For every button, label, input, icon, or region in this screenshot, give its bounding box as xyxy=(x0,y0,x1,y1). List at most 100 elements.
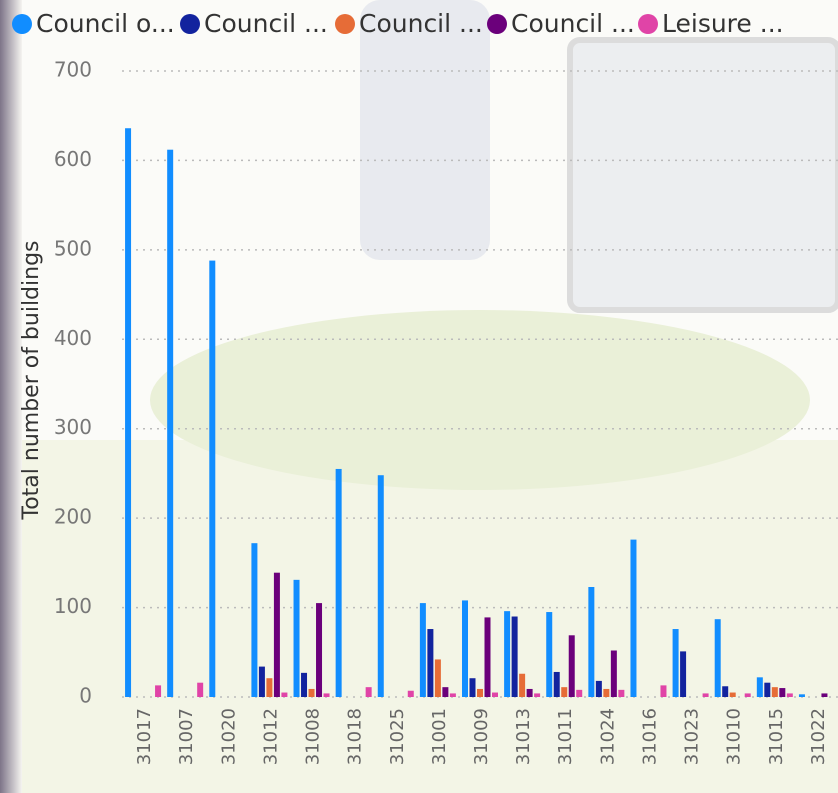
bar xyxy=(125,128,131,697)
x-tick-label: 31018 xyxy=(345,708,366,765)
x-tick-label: 31008 xyxy=(303,708,324,765)
x-tick-label: 31022 xyxy=(808,708,829,765)
chart: Total number of buildings 0 100 200 300 400 5… xyxy=(0,0,838,793)
legend-marker xyxy=(638,14,658,34)
legend-label: Council ... xyxy=(359,9,483,38)
y-tick-label: 200 xyxy=(54,505,92,529)
y-tick-label: 400 xyxy=(54,326,92,350)
bar xyxy=(730,693,736,697)
x-tick-label: 31017 xyxy=(134,708,155,765)
y-tick-label: 100 xyxy=(54,594,92,618)
bar xyxy=(324,693,330,697)
x-tick-label: 31025 xyxy=(387,708,408,765)
bar xyxy=(266,678,272,697)
bar xyxy=(209,261,215,697)
y-tick-label: 500 xyxy=(54,236,92,260)
bar xyxy=(301,673,307,697)
bar xyxy=(251,543,257,697)
bar xyxy=(477,689,483,697)
bar xyxy=(799,694,805,697)
x-tick-label: 31023 xyxy=(682,708,703,765)
background-figure xyxy=(360,0,490,260)
x-tick-label: 31012 xyxy=(260,708,281,765)
bar xyxy=(596,681,602,697)
bar xyxy=(316,603,322,697)
bar xyxy=(527,689,533,697)
x-tick-label: 31011 xyxy=(555,708,576,765)
bar xyxy=(336,469,342,697)
legend-marker xyxy=(487,14,507,34)
y-tick-label: 0 xyxy=(79,684,92,708)
bar xyxy=(660,685,666,697)
background-hill xyxy=(150,310,810,490)
background-panel xyxy=(570,40,838,310)
legend-label: Council ... xyxy=(204,9,328,38)
x-tick-label: 31020 xyxy=(218,708,239,765)
y-tick-label: 600 xyxy=(54,147,92,171)
bar xyxy=(757,677,763,697)
x-tick-label: 31007 xyxy=(176,708,197,765)
bar xyxy=(576,690,582,697)
bar xyxy=(745,693,751,697)
bar xyxy=(554,672,560,697)
bar xyxy=(772,687,778,697)
bar xyxy=(197,683,203,697)
bar xyxy=(703,693,709,697)
bar xyxy=(715,619,721,697)
bar xyxy=(630,540,636,697)
bar xyxy=(722,686,728,697)
legend-label: Leisure ... xyxy=(662,9,784,38)
bar xyxy=(366,687,372,697)
bar xyxy=(519,674,525,697)
legend-marker xyxy=(335,14,355,34)
y-axis-title: Total number of buildings xyxy=(19,240,44,520)
bar xyxy=(492,693,498,697)
y-tick-label: 700 xyxy=(54,58,92,82)
bar xyxy=(427,629,433,697)
bar xyxy=(155,685,161,697)
legend-label: Council o... xyxy=(36,9,175,38)
x-tick-label: 31015 xyxy=(766,708,787,765)
bar xyxy=(442,687,448,697)
bar xyxy=(435,659,441,697)
bar xyxy=(309,689,315,697)
bar xyxy=(512,617,518,697)
bar xyxy=(470,678,476,697)
bar xyxy=(618,690,624,697)
bar xyxy=(281,693,287,697)
bar xyxy=(787,693,793,697)
bar xyxy=(450,693,456,697)
bar xyxy=(603,689,609,697)
bar xyxy=(764,683,770,697)
x-tick-label: 31009 xyxy=(471,708,492,765)
x-tick-label: 31016 xyxy=(639,708,660,765)
bar xyxy=(680,651,686,697)
x-tick-label: 31010 xyxy=(724,708,745,765)
bar xyxy=(821,693,827,697)
bar xyxy=(294,580,300,697)
legend-label: Council ... xyxy=(511,9,635,38)
bar xyxy=(462,600,468,697)
bar xyxy=(504,611,510,697)
legend-marker xyxy=(12,14,32,34)
bar xyxy=(611,650,617,697)
bar xyxy=(259,667,265,697)
bar xyxy=(378,475,384,697)
bar xyxy=(408,691,414,697)
bar xyxy=(561,687,567,697)
bar xyxy=(779,688,785,697)
x-tick-label: 31024 xyxy=(597,708,618,765)
x-tick-label: 31013 xyxy=(513,708,534,765)
bar xyxy=(546,612,552,697)
bar xyxy=(588,587,594,697)
bar xyxy=(673,629,679,697)
bar xyxy=(274,573,280,697)
bar xyxy=(167,150,173,697)
y-tick-label: 300 xyxy=(54,415,92,439)
bar xyxy=(420,603,426,697)
x-tick-label: 31001 xyxy=(429,708,450,765)
bar xyxy=(534,693,540,697)
bar xyxy=(569,635,575,697)
legend-marker xyxy=(180,14,200,34)
bar xyxy=(485,617,491,697)
